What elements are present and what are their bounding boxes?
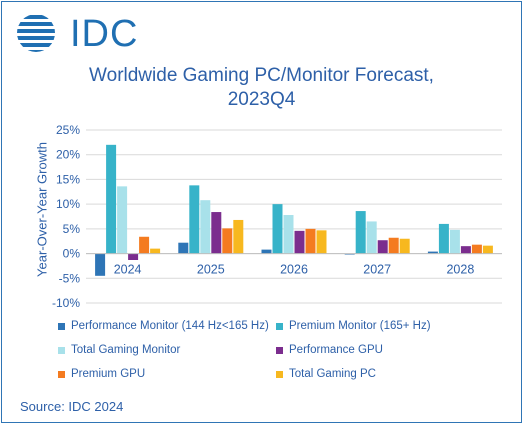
bar-2-2027 [355,211,366,254]
legend-item: Performance Monitor (144 Hz<165 Hz) [58,320,269,332]
x-tick-label: 2024 [114,263,142,277]
y-tick-label: 10% [56,197,80,211]
legend-item: Total Gaming Monitor [58,344,180,356]
legend-swatch [276,322,283,330]
legend-label: Premium GPU [71,368,146,380]
bar-4-2026 [294,230,305,254]
y-tick-label: 5% [63,222,81,236]
legend-item: Premium GPU [58,368,145,380]
x-tick-label: 2025 [197,263,225,277]
chart-title: Worldwide Gaming PC/Monitor Forecast, 20… [2,64,521,112]
legend-swatch [276,370,283,378]
bar-6-2024 [150,248,161,254]
bar-1-2024 [95,253,106,276]
legend-item: Performance GPU [276,344,383,356]
legend-item: Total Gaming PC [276,368,376,380]
bar-1-2026 [261,249,272,254]
bar-1-2025 [178,242,189,254]
bar-6-2028 [482,245,493,254]
chart-title-line-2: 2023Q4 [227,89,296,110]
y-tick-label: 0% [63,247,81,261]
bar-5-2027 [388,237,399,254]
bar-3-2027 [366,221,377,254]
bar-3-2028 [449,229,460,254]
idc-logo: IDC [16,12,139,56]
bar-2-2024 [106,144,117,254]
bar-6-2027 [399,238,410,254]
source-note: Source: IDC 2024 [20,399,124,414]
bar-3-2026 [283,215,294,254]
bar-chart-plot: -10% -5% 0% 5% 10% 15% 20% 25% 2024 2025 2026 2027 2… [52,123,502,310]
bar-2-2028 [438,223,449,254]
legend-label: Total Gaming Monitor [71,344,181,356]
y-tick-label: 15% [56,172,80,186]
bar-4-2024 [128,253,139,260]
bar-6-2025 [233,219,244,254]
bar-6-2026 [316,230,327,254]
bar-5-2025 [222,228,233,254]
bar-5-2028 [471,244,482,254]
y-tick-label: 25% [56,123,80,137]
x-tick-label: 2028 [446,263,474,277]
legend-swatch [276,346,283,354]
bar-3-2024 [117,186,128,254]
bar-3-2025 [200,200,211,254]
chart-title-line-1: Worldwide Gaming PC/Monitor Forecast, [89,65,434,86]
legend-swatch [58,346,65,354]
bar-5-2026 [305,228,316,254]
bar-4-2025 [211,212,222,254]
y-tick-label: -5% [59,271,81,285]
bar-5-2024 [139,236,150,254]
bar-2-2026 [272,204,283,254]
x-tick-label: 2027 [363,263,391,277]
legend-label: Performance Monitor (144 Hz<165 Hz) [71,320,269,332]
legend-swatch [58,322,65,330]
y-tick-label: -10% [52,296,80,310]
legend-label: Performance GPU [289,344,383,356]
logo-text: IDC [70,13,139,55]
legend-item: Premium Monitor (165+ Hz) [276,320,431,332]
bar-1-2028 [427,251,438,254]
legend-label: Total Gaming PC [289,368,376,380]
bar-4-2028 [460,246,471,254]
legend-swatch [58,370,65,378]
y-tick-label: 20% [56,148,80,162]
globe-icon [17,15,55,52]
x-tick-label: 2026 [280,263,308,277]
bar-2-2025 [189,185,200,254]
bar-4-2027 [377,240,388,254]
legend-label: Premium Monitor (165+ Hz) [289,320,431,332]
